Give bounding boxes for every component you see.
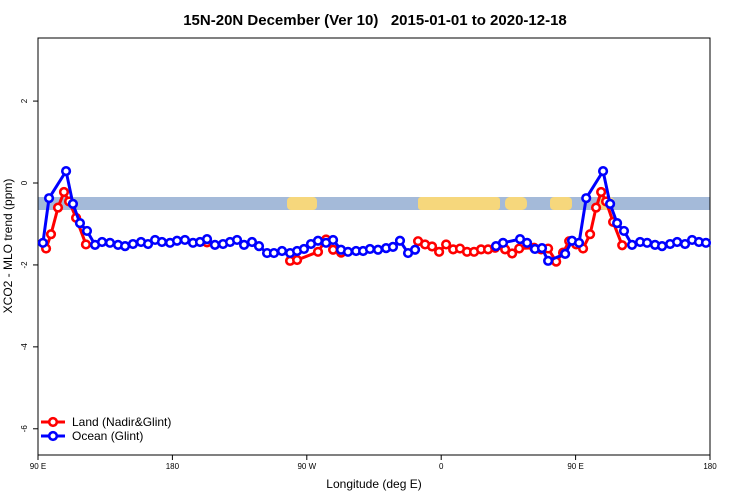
point [656, 240, 668, 252]
point [119, 240, 131, 252]
point [409, 244, 421, 255]
x-tick-label: 90 W [297, 462, 316, 471]
point [231, 234, 243, 246]
point [209, 239, 221, 250]
point [434, 246, 445, 257]
point [672, 236, 683, 248]
map-strip [38, 197, 710, 210]
point [327, 234, 339, 246]
point [626, 239, 638, 250]
y-tick-label: 2 [20, 98, 29, 103]
point [679, 238, 691, 250]
point [142, 238, 154, 250]
legend-marker [47, 416, 59, 428]
point [604, 198, 616, 209]
point [364, 243, 376, 255]
point [584, 229, 596, 240]
legend-marker [47, 430, 59, 442]
x-axis-label: Longitude (deg E) [326, 477, 421, 491]
point [543, 255, 554, 266]
point [201, 234, 213, 245]
point [96, 236, 108, 248]
point [67, 198, 79, 209]
point [372, 244, 384, 255]
y-tick-label: 0 [20, 180, 29, 185]
point [618, 225, 630, 237]
point [246, 236, 258, 248]
point [394, 235, 406, 246]
point [52, 202, 64, 213]
point [179, 234, 191, 246]
point [45, 229, 57, 240]
point [612, 218, 623, 229]
point [497, 237, 509, 248]
point [312, 235, 324, 246]
point [514, 243, 525, 254]
point [74, 218, 86, 229]
point [597, 166, 609, 177]
x-tick-label: 180 [166, 462, 180, 471]
point [276, 245, 288, 257]
point [642, 237, 653, 248]
point [253, 240, 265, 252]
point [171, 235, 183, 246]
point [596, 186, 607, 198]
y-axis-label: XCO2 - MLO trend (ppm) [1, 179, 15, 314]
point [507, 248, 518, 259]
point [268, 247, 280, 259]
point [60, 166, 72, 177]
x-tick-label: 90 E [567, 462, 583, 471]
point [521, 237, 533, 248]
point [43, 193, 55, 204]
point [58, 186, 70, 198]
point [127, 238, 139, 250]
y-tick-label: -4 [20, 343, 29, 351]
x-tick-label: 0 [439, 462, 444, 471]
point [104, 237, 116, 248]
y-tick-label: -2 [20, 261, 29, 269]
point [291, 254, 303, 266]
point [342, 246, 354, 257]
point [327, 244, 339, 255]
x-tick-label: 90 E [30, 462, 46, 471]
point [298, 243, 310, 255]
point [426, 241, 438, 252]
y-tick-label: -6 [20, 425, 29, 433]
point [387, 241, 399, 253]
point [81, 225, 93, 237]
point [441, 239, 452, 250]
point [560, 248, 571, 259]
point [238, 239, 250, 250]
point [37, 237, 49, 248]
point [80, 239, 92, 250]
point [617, 240, 628, 251]
legend-label: Land (Nadir&Glint) [72, 415, 171, 429]
x-tick-label: 180 [703, 462, 717, 471]
chart-title: 15N-20N December (Ver 10) 2015-01-01 to … [183, 12, 567, 29]
point [573, 237, 585, 248]
point [590, 202, 602, 213]
plot-frame [37, 37, 711, 456]
legend-label: Ocean (Glint) [72, 429, 143, 443]
point [536, 243, 548, 254]
point [700, 237, 712, 248]
point [312, 246, 324, 257]
point [156, 236, 168, 248]
point [581, 193, 592, 204]
